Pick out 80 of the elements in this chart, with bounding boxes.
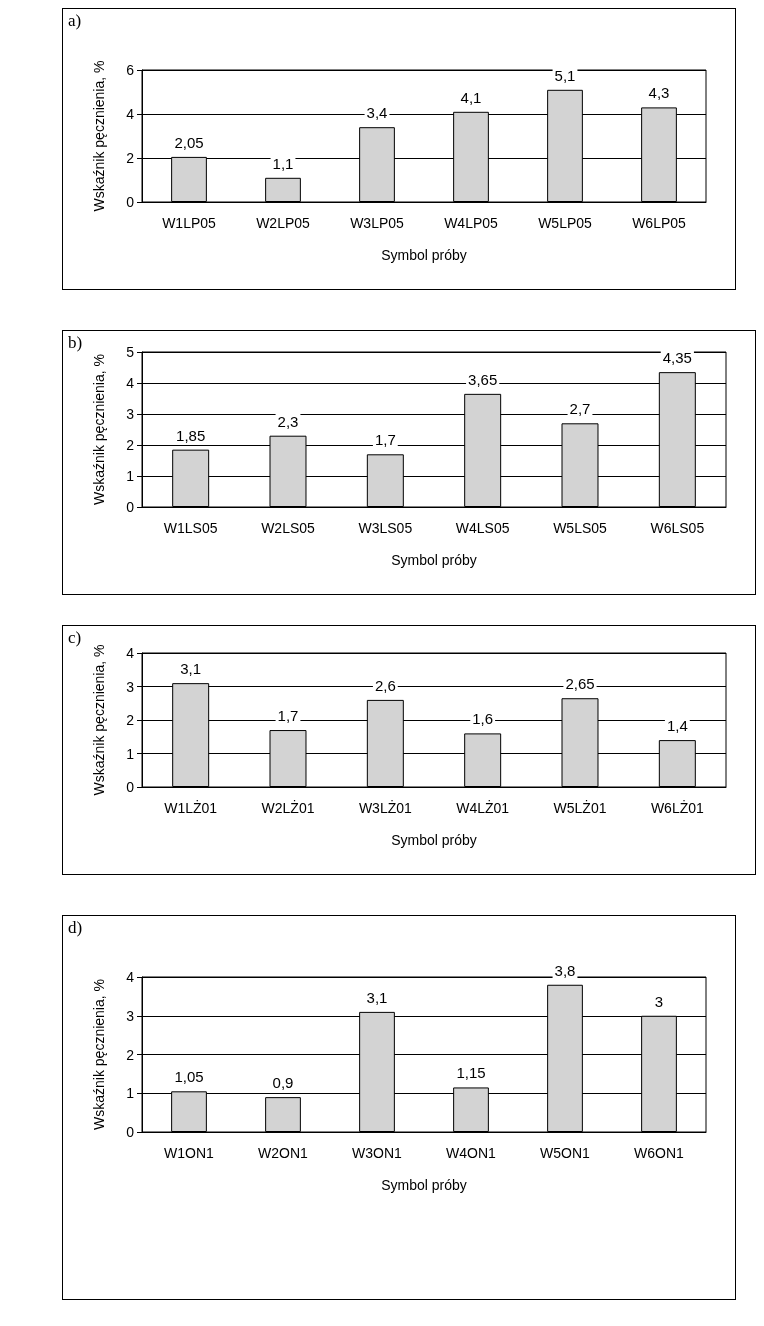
- x-tick-label: W5ON1: [540, 1145, 591, 1161]
- y-tick-label: 2: [126, 712, 135, 728]
- x-tick-label: W1LS05: [163, 520, 218, 536]
- y-tick-label: 0: [126, 1124, 135, 1140]
- x-axis-title: Symbol próby: [391, 552, 477, 568]
- x-tick-label: W4LP05: [444, 215, 499, 231]
- data-label: 1,4: [666, 717, 688, 735]
- data-label: 4,3: [648, 84, 670, 102]
- data-label: 2,6: [374, 676, 396, 694]
- y-tick-label: 3: [126, 678, 135, 695]
- x-tick-label: W6LP05: [632, 215, 687, 231]
- data-label: 3,4: [366, 104, 388, 122]
- x-tick-label: W4LS05: [455, 520, 510, 536]
- x-tick-label: W3LŻ01: [358, 799, 412, 816]
- y-axis-title: Wskaźnik pęcznienia, %: [91, 979, 107, 1130]
- x-tick-label: W5LŻ01: [553, 799, 607, 816]
- y-tick-label: 0: [126, 499, 135, 515]
- y-tick-label: 2: [126, 150, 135, 166]
- y-tick-label: 1: [126, 468, 135, 484]
- x-tick-label: W4LŻ01: [456, 799, 510, 816]
- data-label: 2,7: [569, 400, 591, 418]
- data-label: 3,65: [468, 370, 498, 388]
- y-axis-title: Wskaźnik pęcznienia, %: [91, 354, 107, 505]
- data-label: 0,9: [272, 1074, 294, 1092]
- x-tick-label: W2LŻ01: [261, 799, 315, 816]
- x-tick-label: W3LS05: [358, 520, 413, 536]
- x-tick-label: W4ON1: [446, 1145, 497, 1161]
- y-tick-label: 4: [126, 375, 135, 391]
- data-label: 1,1: [272, 154, 294, 172]
- x-tick-label: W1LŻ01: [164, 799, 218, 816]
- x-tick-label: W1LP05: [162, 215, 217, 231]
- x-axis-title: Symbol próby: [391, 832, 477, 848]
- data-label: 2,3: [277, 412, 299, 430]
- data-label: 3: [654, 992, 664, 1010]
- y-tick-label: 0: [126, 194, 135, 210]
- data-label: 4,1: [460, 88, 482, 106]
- x-axis-title: Symbol próby: [381, 1177, 467, 1193]
- y-tick-label: 2: [126, 437, 135, 453]
- chart-title: c): [68, 628, 82, 647]
- y-tick-label: 2: [126, 1046, 135, 1063]
- y-tick-label: 4: [126, 969, 135, 985]
- y-tick-label: 4: [126, 106, 135, 122]
- data-label: 1,7: [277, 707, 299, 725]
- y-tick-label: 0: [126, 779, 135, 795]
- x-tick-label: W1ON1: [164, 1145, 215, 1161]
- data-label: 3,1: [366, 988, 388, 1006]
- x-tick-label: W5LS05: [553, 520, 608, 536]
- x-tick-label: W2LS05: [261, 520, 316, 536]
- data-label: 3,1: [180, 660, 202, 678]
- x-axis-title: Symbol próby: [381, 247, 467, 263]
- data-label: 1,15: [456, 1064, 486, 1082]
- data-label: 1,05: [174, 1068, 204, 1086]
- data-label: 2,05: [174, 133, 204, 151]
- x-tick-label: W2ON1: [258, 1145, 309, 1161]
- y-tick-label: 3: [126, 1007, 135, 1024]
- x-tick-label: W6LS05: [650, 520, 705, 536]
- x-tick-label: W3LP05: [350, 215, 405, 231]
- data-label: 2,65: [565, 675, 595, 693]
- x-tick-label: W6ON1: [634, 1145, 685, 1161]
- chart-title: b): [68, 333, 83, 352]
- y-axis-title: Wskaźnik pęcznienia, %: [91, 60, 107, 212]
- y-tick-label: 6: [126, 62, 135, 78]
- y-tick-label: 1: [126, 1085, 135, 1102]
- x-tick-label: W3ON1: [352, 1145, 403, 1161]
- y-axis-title: Wskaźnik pęcznienia, %: [91, 644, 107, 796]
- chart-title: d): [68, 918, 83, 937]
- x-tick-label: W2LP05: [256, 215, 311, 231]
- data-label: 3,8: [554, 961, 576, 979]
- y-tick-label: 1: [126, 745, 135, 762]
- y-tick-label: 5: [126, 344, 135, 360]
- data-label: 1,85: [176, 426, 206, 444]
- chart-title: a): [68, 11, 82, 30]
- data-label: 1,6: [472, 710, 494, 728]
- y-tick-label: 4: [126, 645, 135, 661]
- y-tick-label: 3: [126, 406, 135, 422]
- data-label: 1,7: [374, 431, 396, 449]
- data-label: 5,1: [554, 66, 576, 84]
- x-tick-label: W6LŻ01: [650, 799, 704, 816]
- data-label: 4,35: [662, 349, 692, 367]
- x-tick-label: W5LP05: [538, 215, 593, 231]
